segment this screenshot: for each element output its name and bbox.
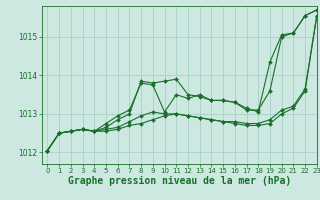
X-axis label: Graphe pression niveau de la mer (hPa): Graphe pression niveau de la mer (hPa) — [68, 176, 291, 186]
